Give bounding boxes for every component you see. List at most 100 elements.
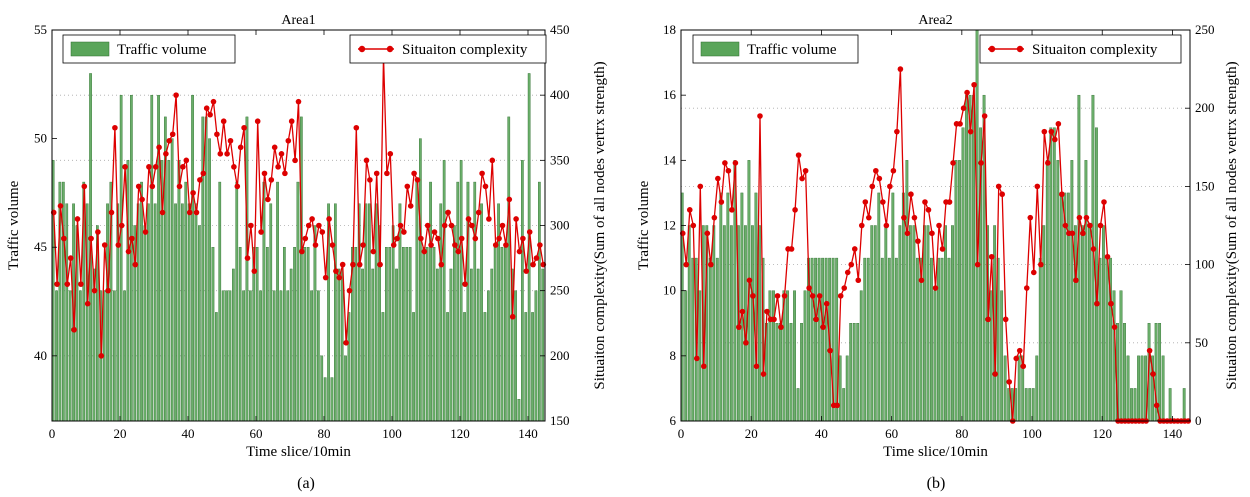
traffic-volume-bar <box>937 257 940 422</box>
traffic-volume-bar <box>197 225 201 422</box>
situation-complexity-point <box>458 235 465 242</box>
traffic-volume-bar <box>740 192 744 422</box>
situation-complexity-point <box>1083 214 1090 221</box>
situation-complexity-point <box>746 277 753 284</box>
traffic-volume-bar <box>293 247 296 422</box>
situation-complexity-point <box>394 235 400 242</box>
situation-complexity-point <box>936 222 942 229</box>
situation-complexity-point <box>438 261 445 268</box>
situation-complexity-point <box>312 242 319 248</box>
situation-complexity-point <box>802 167 809 174</box>
x-axis-label: Time slice/10min <box>246 444 351 460</box>
situation-complexity-point <box>319 229 326 235</box>
situation-complexity-point <box>1016 347 1023 354</box>
situation-complexity-point <box>1108 300 1114 307</box>
situation-complexity-point <box>1002 316 1009 323</box>
traffic-volume-bar <box>483 312 487 422</box>
situation-complexity-point <box>690 222 697 229</box>
situation-complexity-point <box>834 402 841 409</box>
traffic-volume-bar <box>334 203 337 422</box>
traffic-volume-bar <box>965 94 968 422</box>
situation-complexity-point <box>978 160 984 166</box>
traffic-volume-bar <box>422 247 426 422</box>
traffic-volume-bar <box>810 257 814 422</box>
situation-complexity-point <box>489 157 496 164</box>
situation-complexity-point <box>862 199 869 205</box>
situation-complexity-point <box>901 214 907 221</box>
situation-complexity-point <box>445 209 451 216</box>
traffic-volume-bar <box>1137 355 1140 422</box>
traffic-volume-bar <box>405 247 409 422</box>
traffic-volume-bar <box>187 203 191 422</box>
traffic-volume-bar <box>78 290 82 422</box>
situation-complexity-point <box>152 164 159 170</box>
situation-complexity-point <box>743 340 749 346</box>
x-tick-label: 60 <box>885 426 898 441</box>
traffic-volume-bar <box>439 203 443 422</box>
traffic-volume-bar <box>1077 94 1081 422</box>
y2-tick-label: 400 <box>550 87 570 102</box>
situation-complexity-point <box>1038 261 1044 268</box>
situation-complexity-point <box>299 248 305 255</box>
situation-complexity-point <box>101 242 108 248</box>
traffic-volume-bar <box>344 355 347 422</box>
traffic-volume-bar <box>391 225 395 422</box>
traffic-volume-bar <box>1123 323 1126 422</box>
situation-complexity-point <box>929 230 935 237</box>
x-tick-label: 140 <box>518 426 538 441</box>
situation-complexity-point <box>387 151 394 157</box>
traffic-volume-bar <box>1105 257 1109 422</box>
traffic-volume-bar <box>272 290 276 422</box>
situation-complexity-point <box>288 118 295 125</box>
y-tick-label: 10 <box>663 283 676 298</box>
situation-complexity-point <box>220 118 227 125</box>
traffic-volume-bar <box>1003 355 1007 422</box>
traffic-volume-bar <box>817 257 821 422</box>
traffic-volume-bar <box>296 181 300 422</box>
situation-complexity-point <box>84 300 91 307</box>
situation-complexity-point <box>441 222 448 229</box>
situation-complexity-point <box>739 308 746 315</box>
traffic-volume-bar <box>541 268 545 422</box>
situation-complexity-point <box>894 128 900 135</box>
legend-marker <box>358 45 366 53</box>
traffic-volume-bar <box>786 290 789 422</box>
traffic-volume-bar <box>146 203 150 422</box>
traffic-volume-bar <box>248 290 252 422</box>
situation-complexity-point <box>697 183 704 190</box>
traffic-volume-bar <box>286 290 290 422</box>
traffic-volume-bar <box>729 225 733 422</box>
y-tick-label: 14 <box>663 152 677 167</box>
traffic-volume-bar <box>912 225 916 422</box>
situation-complexity-point <box>855 277 862 284</box>
situation-complexity-point <box>333 268 339 274</box>
situation-complexity-point <box>701 363 707 370</box>
situation-complexity-point <box>890 167 897 174</box>
y-tick-label: 6 <box>670 413 677 428</box>
situation-complexity-point <box>210 98 217 105</box>
situation-complexity-point <box>234 183 241 190</box>
situation-complexity-point <box>224 151 230 157</box>
situation-complexity-point <box>526 229 533 235</box>
traffic-volume-bar <box>524 312 528 422</box>
traffic-volume-bar <box>266 247 269 422</box>
y-tick-label: 55 <box>34 22 47 37</box>
situation-complexity-point <box>809 293 816 299</box>
situation-complexity-point <box>683 261 690 268</box>
situation-complexity-point <box>356 261 363 268</box>
traffic-volume-bar <box>856 323 860 422</box>
traffic-volume-bar <box>968 94 972 422</box>
legend-label: Traffic volume <box>117 42 207 58</box>
situation-complexity-point <box>139 196 145 203</box>
traffic-volume-bar <box>221 290 225 422</box>
situation-complexity-point <box>142 229 149 235</box>
situation-complexity-point <box>455 248 462 255</box>
situation-complexity-point <box>401 229 407 235</box>
traffic-volume-bar <box>891 192 895 422</box>
x-tick-label: 60 <box>250 426 263 441</box>
traffic-volume-bar <box>877 192 881 422</box>
situation-complexity-point <box>88 235 94 242</box>
traffic-volume-bar <box>388 247 392 422</box>
situation-complexity-point <box>837 293 844 299</box>
x-tick-label: 20 <box>114 426 127 441</box>
